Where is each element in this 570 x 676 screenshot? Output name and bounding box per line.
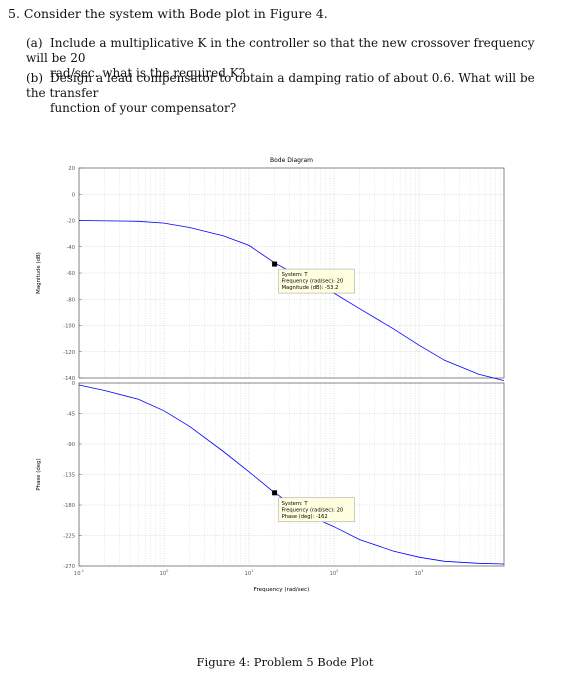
phase-datatip-line3: Phase (deg): -162 (282, 514, 328, 520)
phase-ytick-label: -270 (63, 564, 75, 570)
phase-ytick-label: -45 (67, 412, 75, 418)
figure-caption: Figure 4: Problem 5 Bode Plot (196, 655, 374, 669)
phase-datatip-marker (272, 490, 278, 496)
part-a-label: (a) (26, 36, 43, 50)
part-b-line1: Design a lead compensator to obtain a da… (26, 71, 535, 100)
phase-ytick-label: 0 (72, 381, 75, 387)
part-b: (b) Design a lead compensator to obtain a… (26, 71, 550, 116)
part-a-line2: rad/sec. what is the required K? (50, 66, 246, 80)
phase-datatip-box (278, 497, 355, 523)
magnitude-ytick-label: -20 (67, 219, 75, 225)
magnitude-datatip-box (278, 268, 355, 294)
magnitude-ytick-label: -100 (63, 324, 75, 330)
magnitude-ytick-label: -140 (63, 376, 75, 382)
x-tick-label: 10-1 (74, 569, 84, 577)
phase-ytick-label: -225 (63, 534, 75, 540)
problem-heading: 5. Consider the system with Bode plot in… (8, 6, 328, 21)
x-axis-label: Frequency (rad/sec) (254, 587, 310, 593)
magnitude-datatip-line3: Magnitude (dB): -53.2 (282, 285, 339, 291)
phase-datatip-line1: System: T (282, 501, 309, 507)
x-tick-label: 102 (330, 569, 339, 577)
phase-datatip-line2: Frequency (rad/sec): 20 (282, 507, 344, 513)
magnitude-ylabel: Magnitude (dB) (36, 252, 42, 294)
magnitude-ytick-label: -60 (67, 271, 75, 277)
x-tick-label: 101 (245, 569, 254, 577)
magnitude-datatip-line1: System: T (282, 272, 309, 278)
x-tick-label: 100 (160, 569, 170, 577)
phase-ytick-label: -180 (63, 503, 75, 509)
x-tick-label: 103 (415, 569, 424, 577)
magnitude-ytick-label: 20 (68, 166, 75, 172)
phase-ytick-label: -135 (63, 473, 75, 479)
magnitude-ytick-label: -120 (63, 350, 75, 356)
chart-title: Bode Diagram (270, 157, 313, 164)
phase-ylabel: Phase (deg) (36, 458, 42, 490)
magnitude-ytick-label: -80 (67, 297, 75, 303)
magnitude-ytick-label: 0 (72, 192, 75, 198)
part-a-line1: Include a multiplicative K in the contro… (26, 36, 535, 65)
magnitude-datatip-line2: Frequency (rad/sec): 20 (282, 279, 344, 285)
part-b-label: (b) (26, 71, 44, 85)
magnitude-datatip-marker (272, 261, 278, 267)
part-b-line2: function of your compensator? (50, 101, 237, 115)
phase-axes-frame (78, 382, 505, 567)
magnitude-axes-frame (78, 167, 505, 379)
part-a: (a) Include a multiplicative K in the con… (26, 36, 550, 81)
magnitude-ytick-label: -40 (67, 245, 75, 251)
phase-ytick-label: -90 (67, 442, 75, 448)
